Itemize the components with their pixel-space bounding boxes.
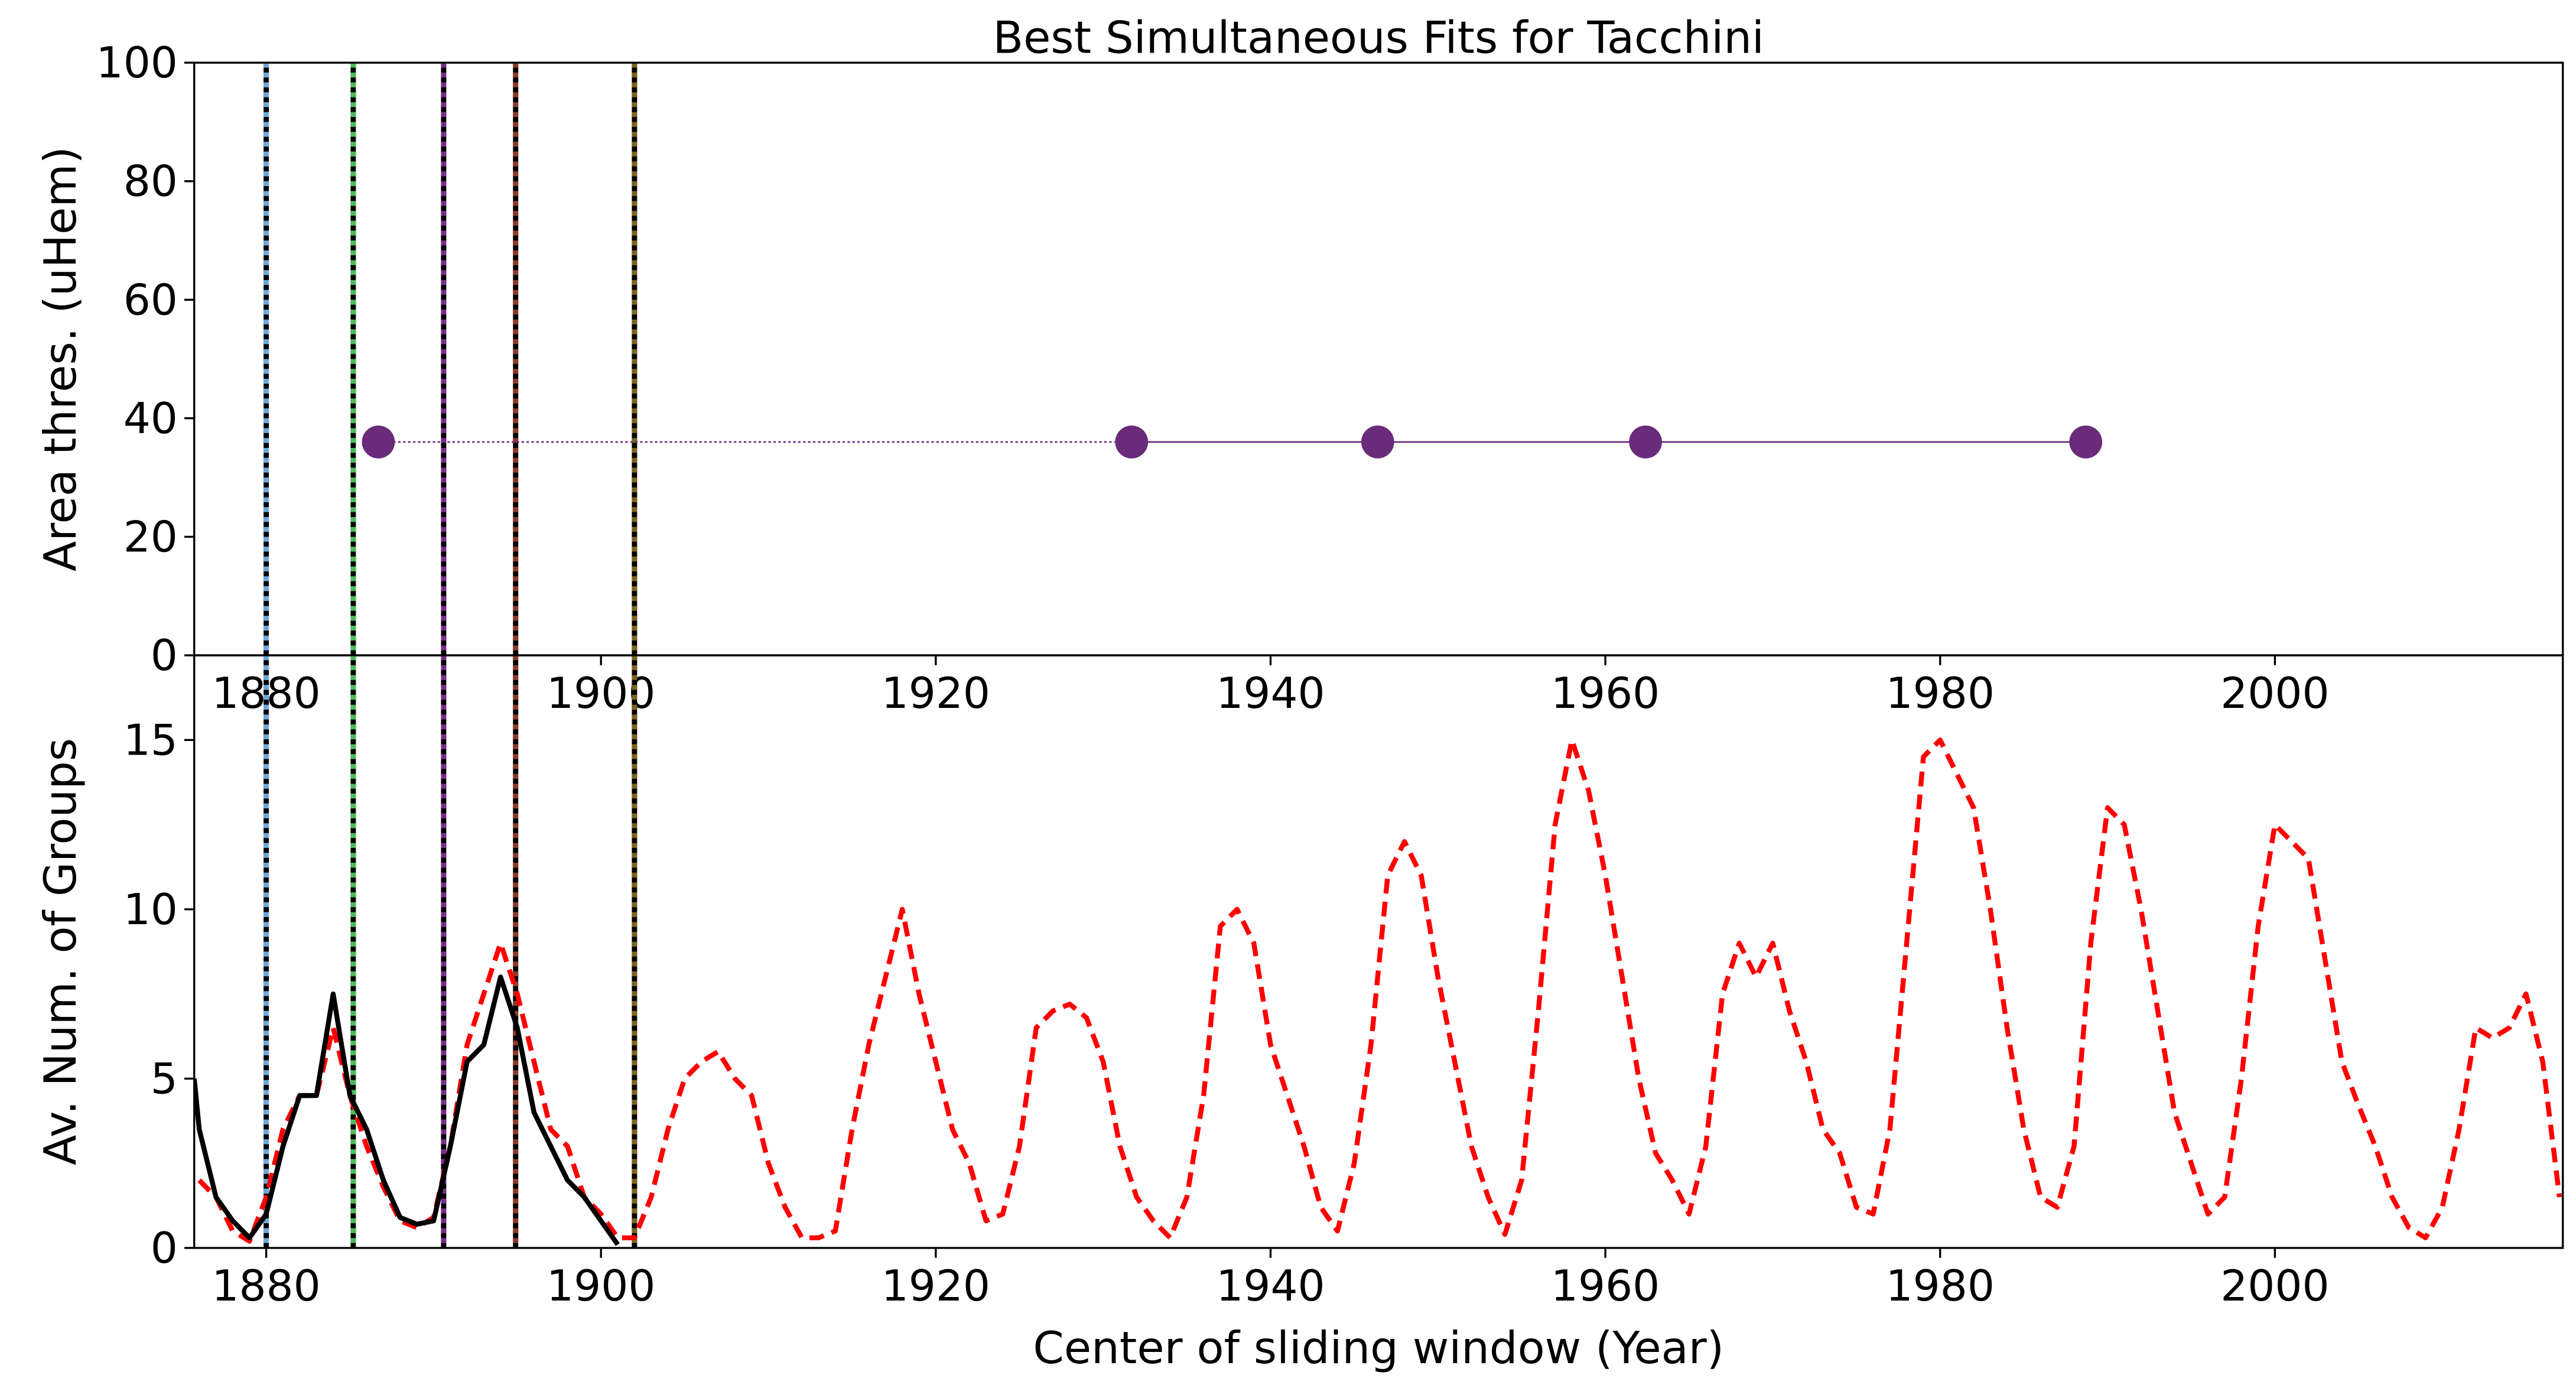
x-tick-label: 1980 (1886, 669, 1995, 719)
x-tick-label: 2000 (2220, 1262, 2329, 1311)
x-tick-label: 1960 (1551, 669, 1660, 719)
axes-frame (193, 654, 2564, 1249)
y-tick-label: 100 (96, 38, 178, 88)
x-tick-label: 1900 (547, 669, 655, 719)
point (1629, 425, 1662, 459)
y-tick-label: 20 (123, 513, 178, 563)
x-axis-label: Center of sliding window (Year) (1033, 1322, 1724, 1374)
point (1115, 425, 1149, 459)
x-tick-label: 1940 (1216, 669, 1325, 719)
data-line (197, 737, 2562, 1244)
y-tick-label: 10 (123, 885, 178, 935)
y-tick-label: 0 (151, 631, 178, 681)
x-tick-label: 1880 (212, 1262, 320, 1311)
x-tick-label: 1920 (882, 669, 990, 719)
x-tick-label: 1900 (547, 1262, 655, 1311)
point (1361, 425, 1394, 459)
point (2069, 425, 2103, 459)
y-tick-label: 80 (123, 157, 178, 207)
y-axis-label: Av. Num. of Groups (34, 738, 86, 1165)
x-tick-label: 1980 (1886, 1262, 1995, 1311)
x-tick-label: 1960 (1551, 1262, 1660, 1311)
x-tick-label: 1940 (1216, 1262, 1325, 1311)
y-tick-label: 5 (151, 1054, 178, 1104)
point (362, 425, 395, 459)
y-axis-label: Area thres. (uHem) (34, 147, 86, 571)
y-tick-label: 60 (123, 275, 178, 325)
y-tick-label: 15 (123, 716, 178, 765)
axes-frame (193, 61, 2564, 656)
data-line (194, 974, 620, 1246)
y-tick-label: 0 (151, 1224, 178, 1273)
x-tick-label: 2000 (2220, 669, 2329, 719)
y-tick-label: 40 (123, 394, 178, 444)
chart-title: Best Simultaneous Fits for Tacchini (993, 11, 1764, 63)
x-tick-label: 1920 (882, 1262, 990, 1311)
